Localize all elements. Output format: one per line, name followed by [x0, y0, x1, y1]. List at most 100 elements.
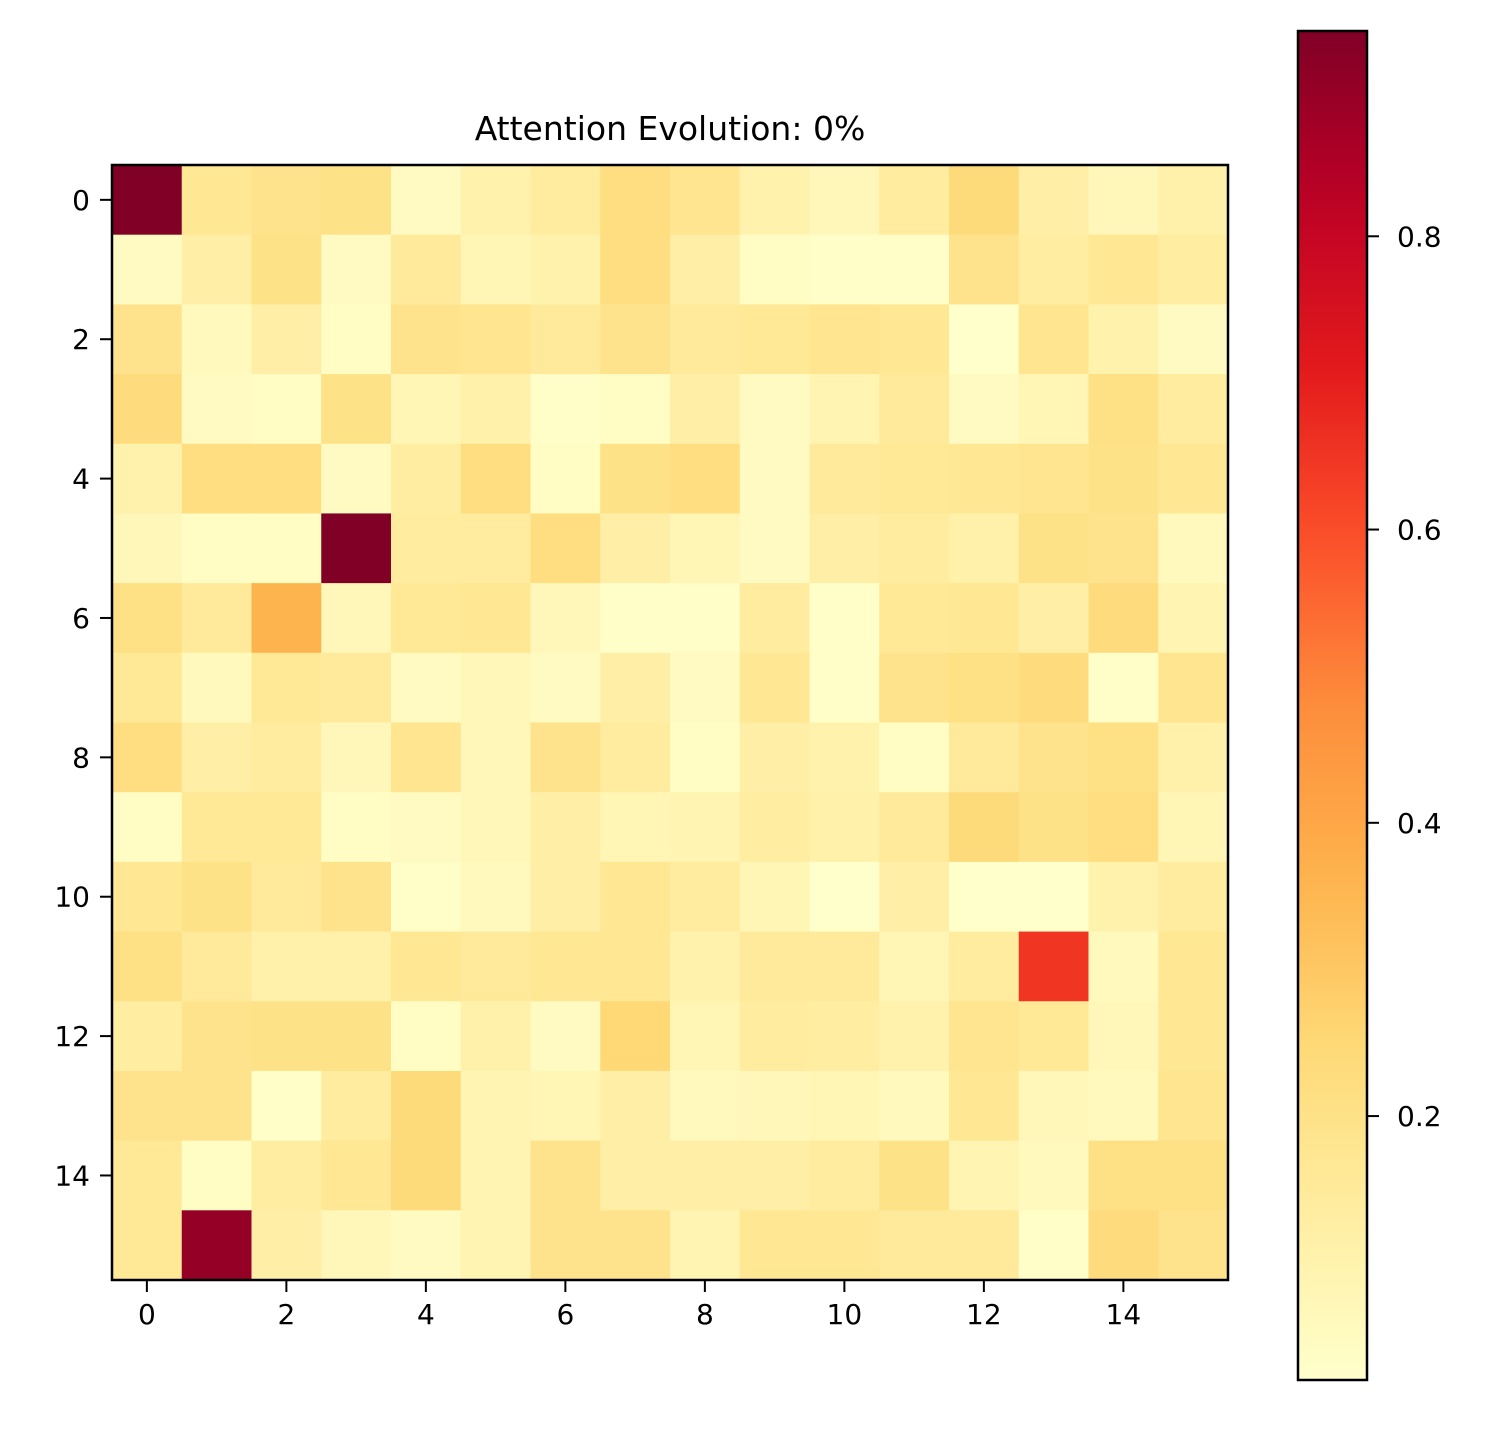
chart-title: Attention Evolution: 0% [475, 109, 866, 148]
heatmap-cell [112, 722, 183, 793]
heatmap-cell [460, 513, 532, 584]
heatmap-cell [530, 861, 601, 933]
heatmap-cell [809, 1001, 880, 1072]
heatmap-cell [181, 1001, 253, 1072]
heatmap-cell [391, 1140, 462, 1211]
heatmap-cell [460, 792, 532, 863]
heatmap-cell [460, 1210, 532, 1281]
heatmap-cell [112, 792, 183, 863]
heatmap-cell [1018, 792, 1090, 863]
heatmap-cell [460, 304, 532, 375]
heatmap-cell [809, 652, 880, 724]
heatmap-cell [460, 652, 532, 724]
y-tick-label: 2 [72, 323, 90, 356]
heatmap-cell [809, 861, 880, 933]
heatmap-cell [1018, 1210, 1090, 1281]
heatmap-cell [460, 234, 532, 305]
heatmap-cell [1018, 304, 1090, 375]
heatmap-cell [949, 722, 1020, 793]
heatmap-cell [112, 304, 183, 375]
heatmap-cell [1088, 1070, 1159, 1142]
heatmap-cell [1158, 1140, 1229, 1211]
heatmap-cell [879, 374, 950, 445]
colorbar-tick-label: 0.4 [1397, 807, 1442, 840]
heatmap-cell [530, 443, 601, 515]
heatmap-cell [112, 583, 183, 654]
heatmap-cell [321, 1140, 392, 1211]
heatmap-cell [600, 443, 671, 515]
heatmap-cell [321, 722, 392, 793]
heatmap-cell [879, 234, 950, 305]
heatmap-cell [530, 513, 601, 584]
heatmap-cell [321, 583, 392, 654]
heatmap-cell [1088, 1140, 1159, 1211]
heatmap-cell [460, 931, 532, 1002]
heatmap-cell [391, 652, 462, 724]
heatmap-cell [809, 792, 880, 863]
heatmap-cell [391, 1210, 462, 1281]
heatmap-cell [949, 234, 1020, 305]
heatmap-cell [1088, 304, 1159, 375]
heatmap-cell [809, 583, 880, 654]
heatmap-cell [251, 792, 322, 863]
heatmap-cell [251, 1001, 322, 1072]
heatmap-cell [251, 165, 322, 236]
heatmap-cell [530, 374, 601, 445]
heatmap-cell [739, 1070, 811, 1142]
heatmap-cell [112, 1001, 183, 1072]
heatmap-cell [670, 583, 741, 654]
heatmap-cell [670, 304, 741, 375]
heatmap-cell [879, 792, 950, 863]
heatmap-cell [1158, 931, 1229, 1002]
y-tick-label: 10 [54, 881, 90, 914]
heatmap-cell [600, 1210, 671, 1281]
heatmap-cell [600, 583, 671, 654]
heatmap-cell [321, 1210, 392, 1281]
heatmap-cell [1158, 861, 1229, 933]
heatmap-cell [739, 443, 811, 515]
heatmap-cell [112, 374, 183, 445]
heatmap-cell [181, 1210, 253, 1281]
heatmap-cell [949, 792, 1020, 863]
x-tick-label: 2 [277, 1298, 295, 1331]
heatmap-cell [391, 722, 462, 793]
colorbar-axis: 0.2 0.4 0.6 0.8 [1367, 220, 1442, 1133]
heatmap-cell [251, 1210, 322, 1281]
heatmap-cell [391, 234, 462, 305]
heatmap-cell [1158, 513, 1229, 584]
heatmap-cell [112, 861, 183, 933]
y-tick-label: 12 [54, 1020, 90, 1053]
heatmap-cell [670, 165, 741, 236]
heatmap-cell [1158, 792, 1229, 863]
x-tick-label: 10 [827, 1298, 863, 1331]
heatmap-cell [181, 1070, 253, 1142]
heatmap-cell [391, 1070, 462, 1142]
heatmap-cell [181, 374, 253, 445]
heatmap-cell [251, 722, 322, 793]
heatmap-cell [879, 304, 950, 375]
heatmap-cell [600, 1070, 671, 1142]
heatmap-cell [1088, 652, 1159, 724]
heatmap-cell [530, 165, 601, 236]
heatmap-cell [530, 1140, 601, 1211]
heatmap-cell [112, 1210, 183, 1281]
heatmap-cell [460, 374, 532, 445]
heatmap-cell [391, 1001, 462, 1072]
heatmap-cell [809, 374, 880, 445]
y-tick-label: 6 [72, 602, 90, 635]
heatmap-cell [879, 1210, 950, 1281]
x-tick-label: 14 [1106, 1298, 1142, 1331]
heatmap-cell [460, 722, 532, 793]
heatmap-cell [460, 1001, 532, 1072]
heatmap-cell [460, 583, 532, 654]
heatmap-cell [530, 583, 601, 654]
heatmap-cell [181, 1140, 253, 1211]
heatmap-cell [251, 931, 322, 1002]
heatmap-cell [879, 861, 950, 933]
heatmap-cell [181, 931, 253, 1002]
heatmap-cell [1158, 583, 1229, 654]
heatmap-cell [670, 652, 741, 724]
heatmap-cell [1088, 1210, 1159, 1281]
heatmap-cell [321, 374, 392, 445]
heatmap-cell [251, 374, 322, 445]
